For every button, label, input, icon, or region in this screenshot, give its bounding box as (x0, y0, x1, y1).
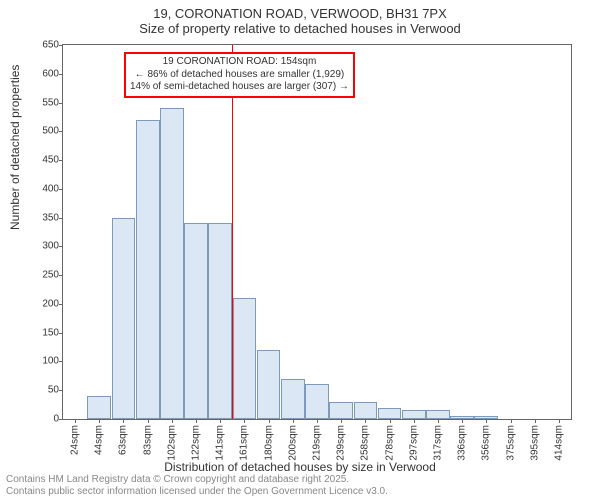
x-tick-label: 63sqm (118, 425, 129, 455)
y-tick-label: 650 (42, 40, 59, 51)
histogram-bar (281, 379, 305, 419)
histogram-bar (354, 402, 378, 419)
y-tick-mark (59, 103, 63, 104)
y-tick-mark (59, 218, 63, 219)
attribution-line1: Contains HM Land Registry data © Crown c… (6, 474, 388, 486)
y-tick-mark (59, 45, 63, 46)
x-tick-label: 200sqm (287, 425, 298, 461)
y-tick-label: 350 (42, 212, 59, 223)
x-tick-mark (123, 419, 124, 423)
y-tick-label: 250 (42, 270, 59, 281)
y-tick-mark (59, 189, 63, 190)
y-axis-label: Number of detached properties (8, 65, 22, 230)
x-tick-label: 317sqm (432, 425, 443, 461)
y-tick-label: 550 (42, 97, 59, 108)
y-tick-mark (59, 160, 63, 161)
histogram-chart: 0501001502002503003504004505005506006502… (62, 44, 572, 420)
y-tick-label: 400 (42, 183, 59, 194)
annotation-box: 19 CORONATION ROAD: 154sqm← 86% of detac… (124, 52, 355, 98)
x-tick-label: 239sqm (336, 425, 347, 461)
x-tick-mark (462, 419, 463, 423)
x-tick-label: 122sqm (191, 425, 202, 461)
y-tick-label: 100 (42, 356, 59, 367)
histogram-bar (378, 408, 402, 420)
histogram-bar (208, 223, 232, 419)
x-tick-mark (99, 419, 100, 423)
page-title-line2: Size of property relative to detached ho… (0, 21, 600, 36)
x-tick-mark (365, 419, 366, 423)
x-tick-label: 395sqm (529, 425, 540, 461)
y-tick-mark (59, 131, 63, 132)
x-tick-label: 44sqm (94, 425, 105, 455)
x-tick-label: 258sqm (360, 425, 371, 461)
x-tick-label: 356sqm (481, 425, 492, 461)
y-tick-label: 300 (42, 241, 59, 252)
histogram-bar (184, 223, 208, 419)
histogram-bar (233, 298, 257, 419)
x-tick-mark (486, 419, 487, 423)
x-tick-mark (390, 419, 391, 423)
x-tick-label: 414sqm (553, 425, 564, 461)
histogram-bar (329, 402, 353, 419)
x-tick-mark (75, 419, 76, 423)
x-tick-mark (414, 419, 415, 423)
x-tick-label: 83sqm (142, 425, 153, 455)
x-tick-label: 102sqm (166, 425, 177, 461)
y-tick-mark (59, 419, 63, 420)
x-tick-label: 180sqm (263, 425, 274, 461)
x-tick-mark (269, 419, 270, 423)
histogram-bar (402, 410, 426, 419)
y-tick-mark (59, 361, 63, 362)
attribution-line2: Contains public sector information licen… (6, 486, 388, 498)
x-tick-label: 24sqm (70, 425, 81, 455)
histogram-bar (160, 108, 184, 419)
annotation-line: 14% of semi-detached houses are larger (… (130, 81, 349, 94)
y-tick-mark (59, 390, 63, 391)
y-tick-label: 500 (42, 126, 59, 137)
histogram-bar (257, 350, 281, 419)
x-tick-mark (196, 419, 197, 423)
y-tick-mark (59, 333, 63, 334)
y-tick-label: 600 (42, 68, 59, 79)
x-tick-mark (172, 419, 173, 423)
x-tick-mark (341, 419, 342, 423)
x-tick-mark (220, 419, 221, 423)
x-tick-mark (559, 419, 560, 423)
attribution-text: Contains HM Land Registry data © Crown c… (6, 474, 388, 498)
y-tick-label: 450 (42, 155, 59, 166)
x-tick-mark (535, 419, 536, 423)
x-tick-label: 219sqm (312, 425, 323, 461)
x-tick-label: 297sqm (408, 425, 419, 461)
reference-line (232, 45, 233, 419)
x-tick-label: 278sqm (384, 425, 395, 461)
y-tick-mark (59, 246, 63, 247)
histogram-bar (136, 120, 160, 419)
histogram-bar (426, 410, 450, 419)
annotation-line: ← 86% of detached houses are smaller (1,… (130, 69, 349, 82)
x-tick-label: 161sqm (239, 425, 250, 461)
y-tick-mark (59, 74, 63, 75)
y-tick-label: 150 (42, 327, 59, 338)
annotation-line: 19 CORONATION ROAD: 154sqm (130, 56, 349, 69)
histogram-bar (112, 218, 136, 419)
x-tick-mark (293, 419, 294, 423)
page-title-line1: 19, CORONATION ROAD, VERWOOD, BH31 7PX (0, 6, 600, 21)
x-tick-mark (511, 419, 512, 423)
x-tick-label: 141sqm (215, 425, 226, 461)
y-tick-label: 200 (42, 298, 59, 309)
x-tick-mark (317, 419, 318, 423)
x-tick-label: 375sqm (505, 425, 516, 461)
histogram-bar (305, 384, 329, 419)
x-axis-label: Distribution of detached houses by size … (0, 460, 600, 474)
histogram-bar (87, 396, 111, 419)
y-tick-mark (59, 304, 63, 305)
y-tick-label: 50 (48, 385, 59, 396)
x-tick-mark (438, 419, 439, 423)
x-tick-mark (244, 419, 245, 423)
x-tick-mark (148, 419, 149, 423)
y-tick-mark (59, 275, 63, 276)
x-tick-label: 336sqm (457, 425, 468, 461)
